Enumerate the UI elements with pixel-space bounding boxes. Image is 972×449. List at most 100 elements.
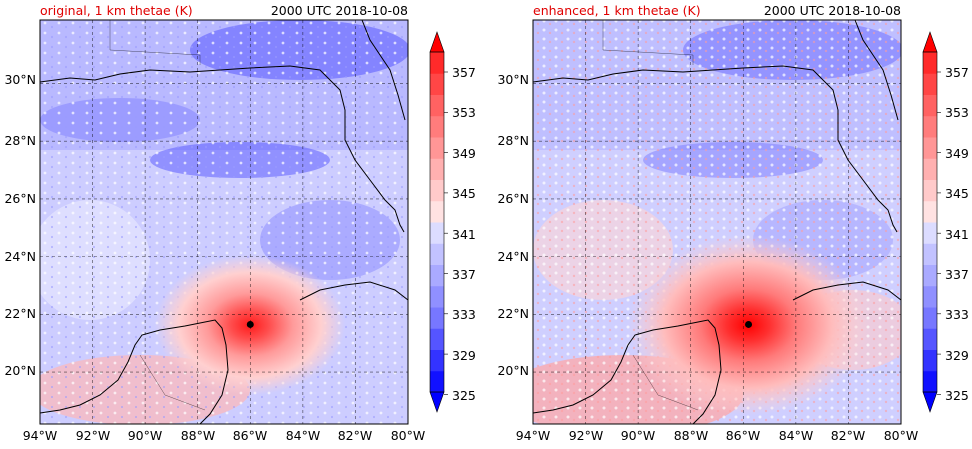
panel-enhanced-canvas [532,19,941,425]
state-borders [40,20,201,65]
colorbar-swatch [923,115,937,138]
panel-title: original, 1 km thetae (K) [40,3,193,18]
lon-tick-label: 86°W [725,428,761,443]
colorbar-swatch [923,52,937,74]
lon-tick-label: 82°W [337,428,373,443]
panel-enhanced: enhanced, 1 km thetae (K) 2000 UTC 2018-… [493,0,972,449]
colorbar [429,31,448,413]
lat-tick-label: 30°N [497,72,529,87]
colorbar-tick-label: 329 [945,348,969,363]
lat-tick-label: 30°N [4,72,36,87]
lon-tick-label: 88°W [180,428,216,443]
colorbar-swatch [923,222,937,244]
colorbar-frame [922,51,938,393]
colorbar-tick-label: 333 [945,307,969,322]
lon-tick-label: 82°W [830,428,866,443]
panel-timestamp: 2000 UTC 2018-10-08 [270,3,408,18]
colorbar-tick-label: 345 [945,186,969,201]
colorbar-swatch [430,264,444,287]
colorbar-tick-label: 353 [452,105,476,120]
map-frame [532,19,902,425]
colorbar-tick-label: 333 [452,307,476,322]
colorbar-swatch [430,328,444,350]
lat-tick-label: 22°N [4,306,36,321]
colorbar-swatch [923,158,937,180]
gulf-coast-line [533,65,898,233]
colorbar-extend-min [922,391,938,413]
lat-tick-label: 24°N [4,249,36,264]
lat-tick-label: 28°N [497,133,529,148]
colorbar-swatch [923,94,937,117]
colorbar-tick-label: 337 [945,267,969,282]
colorbar [922,31,941,413]
lat-tick-label: 28°N [4,133,36,148]
colorbar-tick-label: 341 [452,227,476,242]
lat-tick-label: 20°N [4,363,36,378]
colorbar-extend-min [429,391,445,413]
colorbar-swatch [923,200,937,223]
colorbar-extend-max [922,31,938,53]
lat-tick-label: 24°N [497,249,529,264]
colorbar-swatch [430,349,444,372]
atlantic-coast-line [361,20,406,121]
colorbar-swatch [923,73,937,95]
colorbar-frame [429,51,445,393]
colorbar-tick-label: 345 [452,186,476,201]
colorbar-swatch [430,200,444,223]
colorbar-swatch [923,137,937,159]
colorbar-tick-label: 357 [452,65,476,80]
colorbar-swatch [430,137,444,159]
lat-tick-label: 20°N [497,363,529,378]
colorbar-swatch [430,307,444,329]
lat-tick-label: 26°N [497,191,529,206]
lat-tick-label: 22°N [497,306,529,321]
colorbar-tick-label: 349 [452,146,476,161]
colorbar-swatch [430,73,444,95]
lon-tick-label: 90°W [127,428,163,443]
lon-tick-label: 90°W [620,428,656,443]
colorbar-swatch [923,264,937,287]
cuba-coast-line [792,281,901,301]
colorbar-swatch [923,243,937,265]
panel-title: enhanced, 1 km thetae (K) [533,3,701,18]
panel-original: original, 1 km thetae (K) 2000 UTC 2018-… [4,3,476,443]
yucatan-coast-line [533,319,722,424]
colorbar-swatch [923,179,937,202]
lon-tick-label: 84°W [778,428,814,443]
lon-tick-label: 92°W [75,428,111,443]
colorbar-swatch [430,52,444,74]
lat-tick-label: 26°N [4,191,36,206]
lon-tick-label: 94°W [22,428,58,443]
colorbar-swatch [430,94,444,117]
lon-tick-label: 84°W [285,428,321,443]
colorbar-swatch [430,179,444,202]
state-borders [533,20,694,65]
colorbar-tick-label: 325 [945,388,969,403]
colorbar-tick-label: 349 [945,146,969,161]
gulf-coast-line [40,65,405,233]
colorbar-swatch [923,328,937,350]
panel-original-canvas [39,19,448,425]
lon-tick-label: 94°W [515,428,551,443]
colorbar-swatch [923,285,937,308]
colorbar-tick-label: 353 [945,105,969,120]
colorbar-swatch [923,349,937,372]
colorbar-swatch [430,222,444,244]
colorbar-tick-label: 357 [945,65,969,80]
colorbar-swatch [430,115,444,138]
atlantic-coast-line [854,20,899,121]
lon-tick-label: 86°W [232,428,268,443]
colorbar-swatch [430,158,444,180]
cuba-coast-line [299,281,408,301]
storm-center-marker [745,320,753,328]
storm-center-marker [246,320,254,328]
colorbar-tick-label: 337 [452,267,476,282]
colorbar-tick-label: 341 [945,227,969,242]
colorbar-swatch [430,370,444,393]
colorbar-swatch [923,370,937,393]
colorbar-extend-max [429,31,445,53]
lon-tick-label: 88°W [673,428,709,443]
colorbar-swatch [923,307,937,329]
colorbar-swatch [430,285,444,308]
